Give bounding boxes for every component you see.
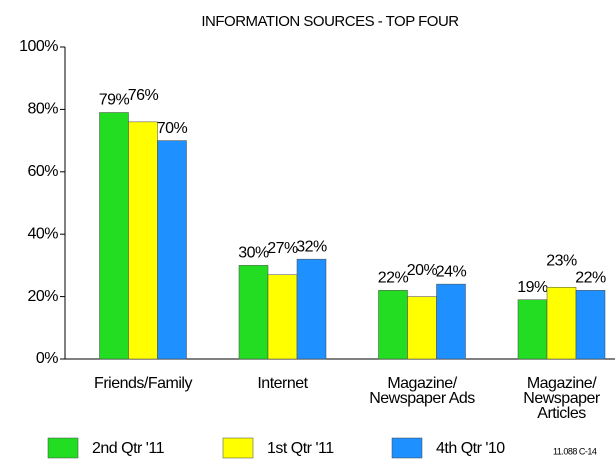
y-tick-label: 100% [19, 38, 58, 55]
bar [407, 296, 437, 360]
y-tick-label: 60% [27, 163, 58, 180]
value-label: 22% [378, 270, 409, 287]
legend-swatch [47, 437, 79, 459]
bar [296, 258, 327, 360]
y-tick-label: 80% [27, 101, 58, 118]
value-label: 32% [296, 238, 327, 255]
value-label: 23% [546, 252, 577, 269]
bar [517, 299, 548, 360]
y-tick-label: 20% [27, 288, 58, 305]
bar [436, 283, 466, 360]
x-tick-label: Magazine/ Newspaper Ads [369, 375, 475, 407]
value-label: 70% [157, 120, 188, 137]
chart-title: INFORMATION SOURCES - TOP FOUR [201, 13, 459, 30]
value-label: 22% [575, 270, 606, 287]
value-label: 24% [436, 263, 467, 280]
bar [128, 121, 158, 360]
value-label: 27% [267, 240, 298, 257]
legend-label: 2nd Qtr '11 [92, 440, 165, 457]
bar [157, 140, 187, 360]
bar [238, 265, 269, 360]
value-label: 20% [407, 262, 438, 279]
x-tick-label: Magazine/ Newspaper Articles [523, 375, 600, 422]
value-label: 79% [99, 92, 130, 109]
bar [575, 290, 606, 360]
legend-label: 4th Qtr '10 [436, 440, 505, 457]
y-tick-label: 40% [27, 225, 58, 242]
value-label: 76% [128, 87, 159, 104]
legend-swatch [222, 437, 254, 459]
x-tick-label: Internet [257, 375, 308, 392]
y-tick-label: 0% [36, 350, 58, 367]
value-label: 19% [517, 279, 548, 296]
bar [99, 112, 129, 360]
x-tick-label: Friends/Family [94, 375, 192, 392]
legend-swatch [391, 437, 423, 459]
bar [267, 274, 298, 360]
bar [546, 286, 577, 360]
value-label: 30% [238, 245, 269, 262]
bar [378, 290, 408, 360]
legend-label: 1st Qtr '11 [267, 440, 334, 457]
footnote: 11.088 C-14 [553, 446, 597, 456]
